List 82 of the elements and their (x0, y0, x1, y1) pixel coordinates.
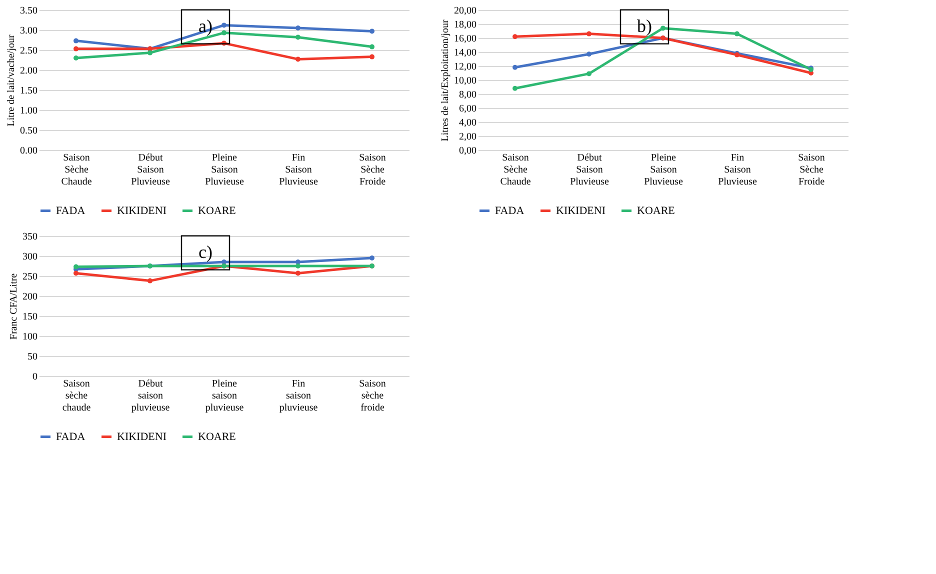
y-tick-label: 12,00 (454, 62, 476, 72)
point (222, 22, 226, 28)
y-tick-label: 100 (22, 332, 38, 342)
y-tick-label: 200 (22, 292, 38, 302)
y-tick-label: 16,00 (454, 34, 476, 44)
y-tick-label: 3.00 (20, 26, 38, 36)
point (74, 38, 78, 44)
y-tick-label: 1.50 (20, 86, 38, 96)
point (296, 270, 300, 276)
legend-label: KIKIDENI (556, 204, 606, 217)
y-tick-label: 2,00 (459, 132, 476, 142)
point (74, 56, 78, 60)
y-axis-title: Litre de lait/vache/jour (6, 34, 17, 126)
point (370, 44, 374, 50)
y-tick-label: 0,00 (459, 146, 476, 156)
point (296, 26, 300, 30)
y-tick-label: 0.00 (20, 146, 38, 156)
y-tick-label: 50 (28, 352, 38, 362)
point (296, 264, 300, 268)
legend-label: KOARE (198, 204, 236, 217)
legend-label: KOARE (198, 430, 236, 443)
x-tick-label: Fin Saison Pluvieuse (279, 152, 319, 188)
x-tick-label: Pleine Saison Pluvieuse (644, 152, 684, 188)
point (512, 86, 518, 91)
point (370, 28, 374, 34)
point (370, 54, 374, 60)
x-tick-label: Saison Sèche Froide (798, 152, 826, 188)
legend-label: FADA (56, 430, 86, 443)
y-tick-label: 4,00 (459, 118, 476, 128)
point (148, 278, 152, 284)
y-tick-label: 14,00 (454, 48, 476, 58)
point (512, 34, 518, 40)
point (370, 256, 374, 260)
x-tick-label: Saison Sèche Chaude (500, 152, 532, 188)
point (586, 71, 592, 76)
x-tick-label: Saison sèche chaude (62, 378, 92, 414)
point (296, 56, 300, 62)
legend-label: FADA (495, 204, 524, 217)
point (734, 31, 740, 36)
legend-label: KOARE (637, 204, 676, 217)
y-axis-title: Litres de lait/Exploitation/jour (440, 19, 451, 142)
legend-label: KIKIDENI (117, 204, 167, 217)
point (74, 264, 78, 270)
y-tick-label: 150 (22, 312, 38, 322)
x-tick-label: Saison Sèche Froide (359, 152, 386, 188)
y-tick-label: 8,00 (459, 90, 476, 100)
y-tick-label: 300 (22, 252, 38, 262)
x-tick-label: Pleine saison pluvieuse (205, 378, 244, 414)
y-axis-title: Franc CFA/Litre (8, 272, 20, 340)
y-tick-label: 20,00 (454, 6, 476, 16)
y-tick-label: 18,00 (454, 20, 476, 30)
x-tick-label: Début Saison Pluvieuse (131, 152, 171, 188)
point (586, 52, 592, 57)
x-tick-label: Saison sèche froide (359, 378, 386, 414)
y-tick-label: 1.00 (20, 106, 38, 116)
y-tick-label: 6,00 (459, 104, 476, 114)
x-tick-label: Saison Sèche Chaude (61, 152, 92, 188)
point (222, 30, 226, 36)
point (74, 46, 78, 52)
y-tick-label: 3.50 (20, 6, 38, 16)
point (512, 64, 518, 70)
point (74, 270, 78, 276)
point (586, 31, 592, 36)
x-tick-label: Pleine Saison Pluvieuse (205, 152, 245, 188)
point (660, 26, 666, 31)
y-tick-label: 2.50 (20, 46, 38, 56)
y-tick-label: 0 (32, 372, 38, 382)
legend-label: KIKIDENI (117, 430, 167, 443)
annotation: c) (198, 242, 212, 262)
point (296, 34, 300, 40)
y-tick-label: 10,00 (454, 76, 476, 86)
y-tick-label: 2.00 (20, 66, 38, 76)
y-tick-label: 350 (22, 232, 38, 242)
x-tick-label: Début Saison Pluvieuse (570, 152, 610, 188)
x-tick-label: Fin Saison Pluvieuse (718, 152, 758, 188)
legend-label: FADA (56, 204, 86, 217)
x-tick-label: Fin saison pluvieuse (279, 378, 318, 414)
point (148, 50, 152, 56)
x-tick-label: Début saison pluvieuse (131, 378, 170, 414)
y-tick-label: 250 (22, 272, 38, 282)
y-tick-label: 0.50 (20, 126, 38, 136)
annotation: b) (637, 16, 652, 36)
